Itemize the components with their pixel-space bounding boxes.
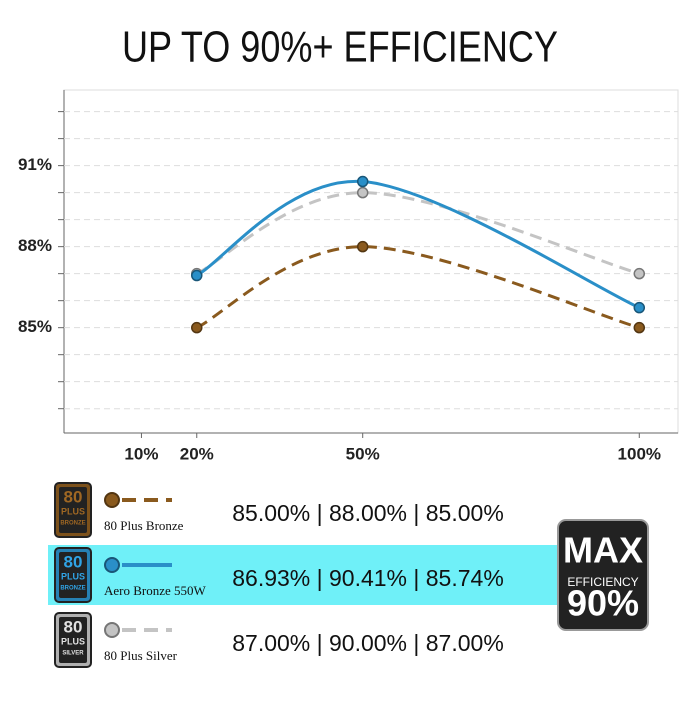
- y-tick-label: 88%: [18, 236, 52, 255]
- max-badge: [557, 519, 649, 631]
- x-tick-label: 20%: [180, 444, 214, 463]
- series-line: [196, 191, 640, 276]
- data-point: [633, 301, 646, 314]
- data-point: [633, 321, 646, 334]
- badge-text: 80: [64, 552, 83, 571]
- max-badge-text: 90%: [567, 583, 639, 624]
- legend-label: Aero Bronze 550W: [104, 583, 207, 598]
- data-point: [356, 186, 369, 199]
- badge-text: BRONZE: [60, 586, 85, 592]
- series-summary: 87.00% | 90.00% | 87.00%: [232, 630, 504, 656]
- x-tick-label: 100%: [618, 444, 661, 463]
- legend-marker: [104, 557, 120, 573]
- data-point: [191, 269, 203, 282]
- data-point: [356, 240, 369, 253]
- chart-title: UP TO 90%+ EFFICIENCY: [122, 23, 558, 72]
- legend-marker: [104, 492, 120, 508]
- badge-text: PLUS: [61, 506, 85, 516]
- series-line: [196, 180, 640, 310]
- badge-inner: [59, 487, 87, 533]
- x-tick-label: 50%: [346, 444, 380, 463]
- max-badge-text: EFFICIENCY: [567, 575, 638, 589]
- badge-text: BRONZE: [60, 521, 85, 527]
- badge-text: 80: [64, 487, 83, 506]
- x-tick-label: 10%: [124, 444, 158, 463]
- data-point: [356, 175, 369, 188]
- legend-marker: [104, 622, 120, 638]
- series-summary: 86.93% | 90.41% | 85.74%: [232, 565, 504, 591]
- badge-text: 80: [64, 617, 83, 636]
- series-line: [196, 245, 640, 330]
- badge-text: PLUS: [61, 571, 85, 581]
- data-point: [191, 321, 203, 334]
- highlight-band: [48, 545, 560, 605]
- badge-inner: [59, 617, 87, 663]
- badge-text: SILVER: [62, 651, 84, 657]
- y-tick-label: 85%: [18, 317, 52, 336]
- max-badge-text: MAX: [563, 530, 643, 571]
- legend-label: 80 Plus Silver: [104, 648, 178, 663]
- legend-label: 80 Plus Bronze: [104, 518, 184, 533]
- data-point: [633, 267, 646, 280]
- badge-text: PLUS: [61, 636, 85, 646]
- y-tick-label: 91%: [18, 155, 52, 174]
- badge-inner: [59, 552, 87, 598]
- plot-area: [63, 89, 679, 434]
- series-summary: 85.00% | 88.00% | 85.00%: [232, 500, 504, 526]
